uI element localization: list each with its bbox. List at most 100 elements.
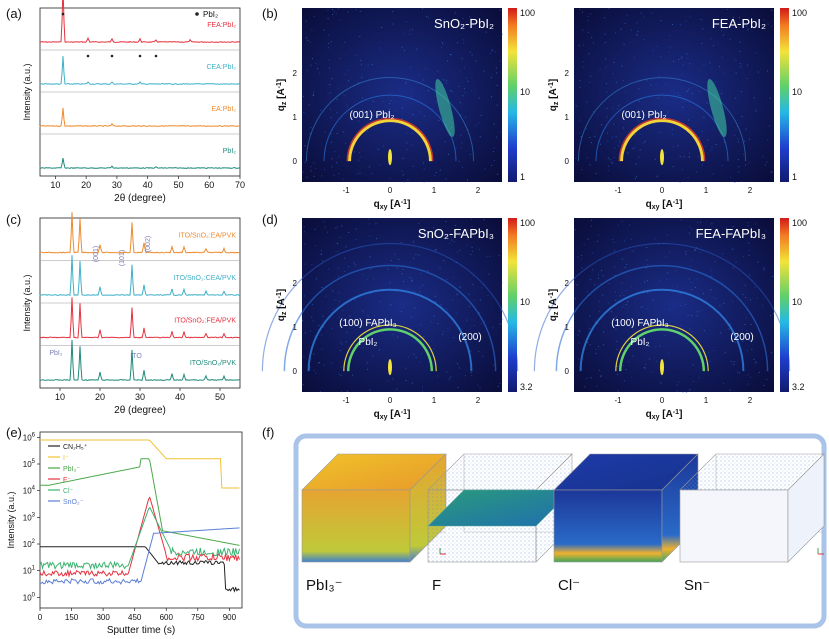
panel-b-left-speckle: [405, 21, 407, 23]
panel-b-right-speckle: [604, 17, 606, 19]
panel-a-peak-marker: [86, 54, 90, 58]
panel-c-xtick-label: 40: [175, 392, 185, 402]
panel-d-right-speckle: [613, 241, 615, 243]
panel-d-right-speckle: [627, 300, 629, 302]
panel-b-left-speckle: [445, 178, 447, 180]
panel-d-right-speckle: [600, 270, 602, 272]
panel-b-right-speckle: [613, 123, 615, 125]
panel-b-left-speckle: [330, 41, 332, 43]
panel-b-right-speckle: [768, 125, 770, 127]
panel-d-left-speckle: [415, 340, 417, 342]
panel-b-right-xtick-label: -1: [614, 186, 622, 195]
panel-b-left-speckle: [358, 120, 360, 122]
panel-b-right-speckle: [605, 66, 607, 68]
panel-b-right-speckle: [770, 25, 772, 27]
panel-d-right-speckle: [648, 346, 650, 348]
panel-d-left-speckle: [321, 348, 323, 350]
panel-f-label: PbI₃⁻: [306, 577, 343, 594]
panel-b-right-speckle: [590, 13, 592, 15]
panel-d-right-speckle: [643, 289, 645, 291]
panel-d-left-title: SnO₂-FAPbI₃: [418, 226, 494, 241]
panel-b-left-speckle: [372, 100, 374, 102]
panel-d-right-speckle: [619, 295, 621, 297]
panel-b-left-speckle: [401, 118, 403, 120]
panel-d-left-speckle: [419, 361, 421, 363]
panel-b-left-speckle: [470, 18, 472, 20]
panel-b-right-speckle: [766, 70, 768, 72]
panel-b-right-speckle: [732, 16, 734, 18]
panel-b-left-speckle: [449, 134, 451, 136]
panel-b-right-speckle: [706, 102, 708, 104]
panel-e-legend-label: I⁻: [63, 455, 69, 462]
panel-d-left-speckle: [332, 308, 334, 310]
panel-b-left-speckle: [483, 70, 485, 72]
panel-b-left-speckle: [501, 33, 503, 35]
panel-b-right-speckle: [745, 128, 747, 130]
panel-b-right-speckle: [635, 131, 637, 133]
panel-d-right-speckle: [587, 291, 589, 293]
panel-d-right-speckle: [745, 330, 747, 332]
panel-b-left-speckle: [462, 17, 464, 19]
panel-d-left-speckle: [342, 309, 344, 311]
panel-d-left-speckle: [367, 368, 369, 370]
panel-d-right-speckle: [729, 323, 731, 325]
panel-b-left-speckle: [304, 145, 306, 147]
panel-e-ytick-label: 104: [23, 486, 36, 496]
panel-d-left-speckle: [468, 293, 470, 295]
panel-d-left-speckle: [369, 256, 371, 258]
panel-d-right-speckle: [655, 360, 657, 362]
panel-b-left-speckle: [337, 87, 339, 89]
panel-b-right-speckle: [667, 111, 669, 113]
panel-e-xlabel: Sputter time (s): [107, 625, 175, 636]
panel-b-left-speckle: [461, 167, 463, 169]
panel-d-left-ring-label: (100) FAPbI₃: [339, 318, 396, 329]
panel-d-left-speckle: [353, 262, 355, 264]
panel-d-left-speckle: [376, 238, 378, 240]
panel-d-left-speckle: [340, 366, 342, 368]
panel-b-left-speckle: [362, 109, 364, 111]
panel-d-right-speckle: [626, 263, 628, 265]
panel-b-right-speckle: [617, 145, 619, 147]
panel-d-left-speckle: [390, 317, 392, 319]
panel-d-left-speckle: [392, 334, 394, 336]
panel-b-right-speckle: [613, 61, 615, 63]
panel-d-right-speckle: [685, 251, 687, 253]
panel-d-right-speckle: [755, 361, 757, 363]
panel-b-right-speckle: [612, 107, 614, 109]
panel-b-left-speckle: [332, 13, 334, 15]
panel-d-left-speckle: [346, 331, 348, 333]
panel-b-left-speckle: [336, 132, 338, 134]
panel-d-right-speckle: [617, 390, 619, 392]
panel-d-left-speckle: [339, 341, 341, 343]
panel-d-right-speckle: [598, 300, 600, 302]
panel-b-left-speckle: [327, 47, 329, 49]
panel-d-left-speckle: [467, 229, 469, 231]
panel-b-right-speckle: [607, 169, 609, 171]
panel-b-left-speckle: [310, 127, 312, 129]
panel-d-left-speckle: [375, 223, 377, 225]
panel-b-right-speckle: [672, 166, 674, 168]
panel-b-left-speckle: [435, 21, 437, 23]
panel-b-left-speckle: [460, 114, 462, 116]
panel-d-right-speckle: [598, 310, 600, 312]
panel-b-left-speckle: [406, 132, 408, 134]
panel-d-right-speckle: [739, 372, 741, 374]
panel-d-right-speckle: [612, 239, 614, 241]
panel-d-left-speckle: [312, 303, 314, 305]
panel-b-right-speckle: [735, 72, 737, 74]
panel-a-xtick-label: 10: [50, 180, 60, 190]
panel-d-left-speckle: [339, 350, 341, 352]
panel-b-left-speckle: [313, 93, 315, 95]
panel-b-right-speckle: [639, 121, 641, 123]
panel-e-frame: [39, 431, 243, 609]
panel-b-left-speckle: [469, 51, 471, 53]
panel-b-right-speckle: [730, 176, 732, 178]
panel-b-left-speckle: [409, 29, 411, 31]
panel-b-right-speckle: [723, 72, 725, 74]
panel-d-left-speckle: [411, 340, 413, 342]
panel-b-right-speckle: [681, 56, 683, 58]
panel-d-right-speckle: [615, 328, 617, 330]
panel-e-legend-label: SnO₂⁻: [63, 499, 84, 506]
panel-b-right-speckle: [763, 19, 765, 21]
panel-b-right-speckle: [735, 59, 737, 61]
